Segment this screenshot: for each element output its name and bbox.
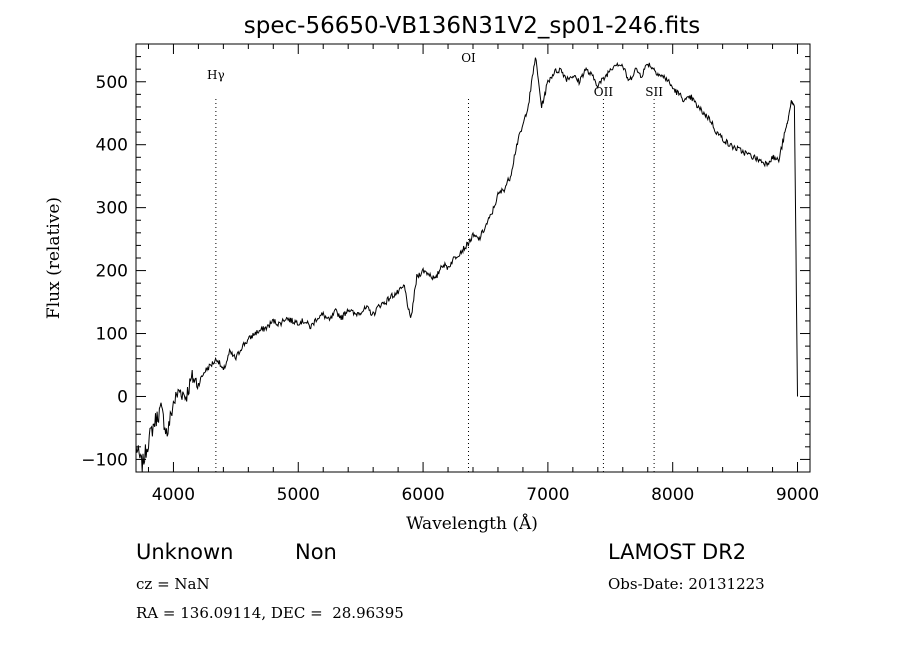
y-tick-label: 200 xyxy=(96,262,128,282)
line-marker-label: Hγ xyxy=(207,68,225,82)
x-tick-label: 8000 xyxy=(651,485,694,505)
x-tick-labels: 4000 5000 6000 7000 8000 9000 xyxy=(152,485,819,505)
class-label: Unknown xyxy=(136,540,234,564)
y-tick-label: −100 xyxy=(81,450,128,470)
y-tick-label: 500 xyxy=(96,73,128,93)
x-tick-label: 6000 xyxy=(401,485,444,505)
plot-frame xyxy=(135,43,811,473)
chart-title: spec-56650-VB136N31V2_sp01-246.fits xyxy=(244,13,700,39)
spectrum-line xyxy=(135,57,798,473)
emission-line-markers: Hγ OI OII SII xyxy=(207,51,663,472)
y-tick-label: 300 xyxy=(96,199,128,219)
y-tick-label: 0 xyxy=(117,387,128,407)
axis-ticks xyxy=(136,43,810,473)
y-tick-labels: −100 0 100 200 300 400 500 xyxy=(81,73,128,471)
line-marker-label: OI xyxy=(461,51,476,65)
subclass-label: Non xyxy=(295,540,337,564)
x-axis-label: Wavelength (Å) xyxy=(406,513,538,534)
x-tick-label: 5000 xyxy=(277,485,320,505)
x-tick-label: 4000 xyxy=(152,485,195,505)
y-tick-label: 400 xyxy=(96,136,128,156)
y-axis-label: Flux (relative) xyxy=(44,197,64,319)
x-tick-label: 7000 xyxy=(526,485,569,505)
obs-date-label: Obs-Date: 20131223 xyxy=(608,575,765,593)
coordinates-label: RA = 136.09114, DEC = 28.96395 xyxy=(136,604,404,622)
y-tick-label: 100 xyxy=(96,325,128,345)
redshift-label: cz = NaN xyxy=(136,575,210,593)
survey-label: LAMOST DR2 xyxy=(608,540,747,564)
line-marker-label: SII xyxy=(645,85,663,99)
line-marker-label: OII xyxy=(594,85,614,99)
x-tick-label: 9000 xyxy=(776,485,819,505)
